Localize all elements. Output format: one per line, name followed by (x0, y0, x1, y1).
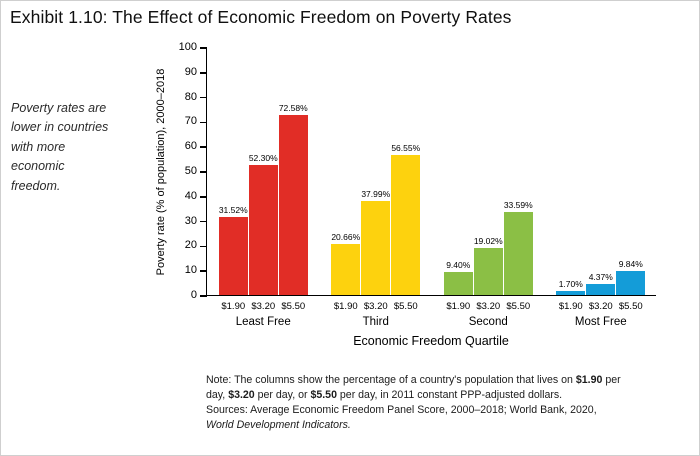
x-tick-label: $1.90 (333, 301, 358, 312)
bar (503, 211, 533, 295)
y-tick-label: 10 (184, 264, 197, 277)
exhibit-title: Exhibit 1.10: The Effect of Economic Fre… (10, 7, 512, 27)
x-tick-label: $3.20 (476, 301, 501, 312)
y-tick-label: 50 (184, 165, 197, 177)
y-tick-mark (200, 171, 207, 173)
y-tick-mark (200, 47, 207, 49)
footnote-text: $5.50 (310, 389, 337, 402)
bar (361, 200, 391, 295)
bar-value-label: 33.59% (503, 199, 533, 210)
x-tick-label: $5.50 (281, 301, 306, 312)
group-label: Third (362, 316, 389, 328)
x-tick-label: $3.20 (251, 301, 276, 312)
y-tick-label: 70 (184, 115, 197, 128)
bar (443, 271, 473, 295)
bar (586, 284, 616, 295)
footnote-text: Note: The columns show the percentage of… (206, 374, 576, 386)
bar (556, 290, 586, 295)
y-tick-mark (200, 146, 207, 148)
group-label: Least Free (235, 316, 291, 328)
bar-value-label: 72.58% (278, 103, 308, 114)
bar (391, 154, 421, 295)
y-tick-label: 0 (190, 289, 197, 301)
x-tick-label: $1.90 (221, 301, 246, 312)
bar-value-label: 56.55% (391, 142, 421, 153)
bar-value-label: 9.40% (446, 259, 471, 270)
y-tick-label: 20 (184, 239, 197, 252)
bar (218, 216, 248, 295)
sidebar-caption: Poverty rates are lower in countries wit… (11, 101, 109, 193)
x-axis-label: Economic Freedom Quartile (353, 334, 509, 348)
footnote-text: per day, or (254, 389, 311, 402)
group-label: Second (468, 316, 508, 328)
plot-area: 0 10 20 30 40 50 60 70 80 90 100 31.52% $1.90 52.30% $… (179, 41, 656, 328)
y-tick-label: 30 (184, 214, 197, 227)
footnote-text: World Development Indicators. (206, 419, 351, 432)
bar-value-label: 37.99% (361, 188, 391, 199)
x-tick-label: $1.90 (446, 301, 471, 312)
x-tick-label: $3.20 (363, 301, 388, 312)
y-tick-mark (200, 196, 207, 198)
y-tick-mark (200, 245, 207, 248)
bar-value-label: 20.66% (331, 231, 361, 242)
footnote-text: $1.90 (575, 374, 603, 386)
bar-value-label: 4.37% (588, 272, 613, 283)
footnote: Note: The columns show the percentage of… (206, 373, 661, 433)
y-tick-mark (200, 270, 207, 272)
footnote-line: World Development Indicators. (206, 418, 661, 433)
group-label: Most Free (574, 316, 627, 328)
y-tick-label: 80 (184, 90, 197, 103)
y-tick-label: 100 (178, 41, 197, 53)
y-tick-mark (200, 121, 207, 124)
y-tick-label: 60 (184, 140, 197, 153)
footnote-text: per (602, 374, 621, 386)
bar-value-label: 1.70% (558, 278, 583, 289)
bar (248, 165, 278, 295)
y-tick-mark (200, 220, 207, 223)
footnote-line: Note: The columns show the percentage of… (206, 373, 661, 388)
footnote-line: Sources: Average Economic Freedom Panel … (206, 403, 661, 418)
bar (331, 243, 361, 295)
x-tick-label: $5.50 (506, 301, 531, 312)
x-tick-label: $1.90 (558, 301, 583, 312)
y-tick-mark (200, 72, 207, 74)
bar-value-label: 31.52% (218, 204, 248, 215)
y-tick-mark (200, 96, 207, 99)
bar-value-label: 19.02% (473, 235, 503, 246)
y-tick-label: 40 (184, 189, 197, 202)
y-tick-label: 90 (184, 65, 197, 78)
x-tick-label: $5.50 (618, 301, 643, 312)
footnote-text: Sources: Average Economic Freedom Panel … (206, 404, 597, 417)
x-tick-label: $3.20 (588, 301, 613, 312)
x-tick-label: $5.50 (393, 301, 418, 312)
bar-value-label: 52.30% (248, 153, 278, 164)
footnote-line: day, $3.20 per day, or $5.50 per day, in… (206, 388, 661, 403)
bar (616, 270, 646, 295)
y-tick-mark (200, 295, 207, 297)
footnote-text: per day, in 2011 constant PPP-adjusted d… (336, 389, 563, 402)
footnote-text: day, (206, 389, 229, 402)
bar (278, 115, 308, 295)
bar (473, 247, 503, 295)
footnote-text: $3.20 (228, 389, 255, 402)
bar-value-label: 9.84% (618, 258, 643, 269)
